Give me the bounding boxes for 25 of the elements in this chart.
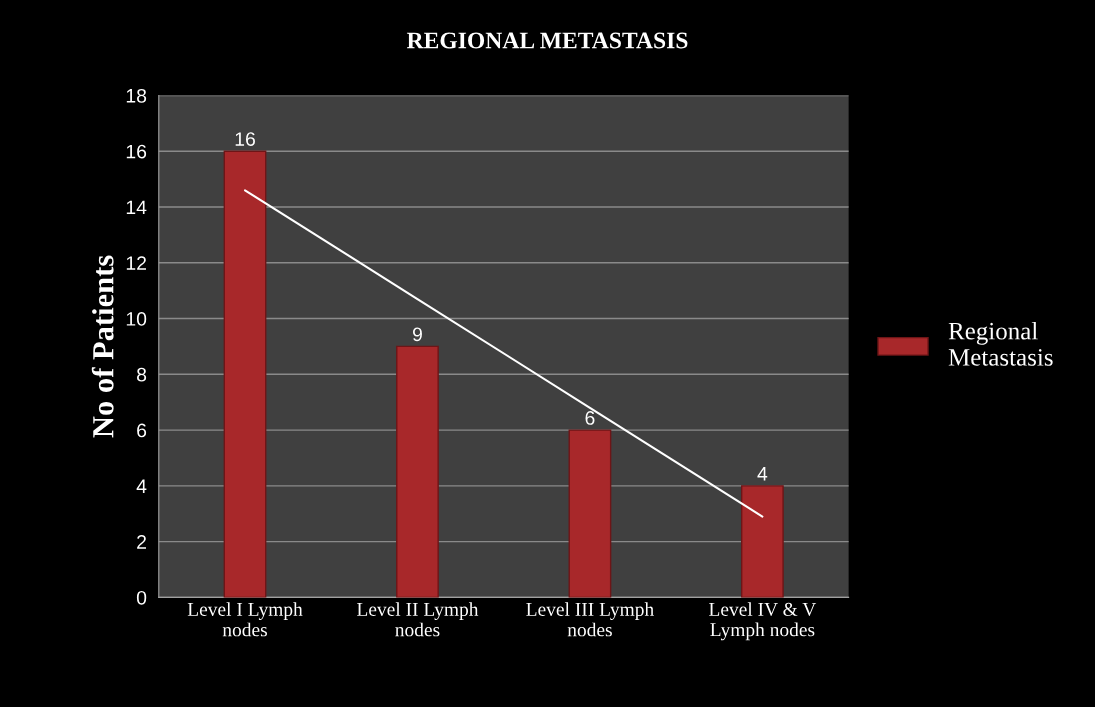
chart-title: REGIONAL METASTASIS	[406, 32, 688, 49]
y-tick-label: 12	[126, 256, 146, 270]
y-tick-label: 14	[126, 200, 147, 215]
y-tick-label: 4	[136, 479, 147, 493]
y-tick-label: 6	[137, 423, 147, 438]
x-tick-label: Level IV & V Lymph nodes	[709, 602, 817, 641]
data-label: 16	[235, 132, 255, 146]
y-tick-label: 2	[137, 535, 146, 549]
data-label: 6	[585, 411, 595, 425]
x-tick-label: Level I Lymph nodes	[187, 602, 303, 637]
y-tick-label: 0	[136, 590, 147, 605]
data-label: 4	[757, 467, 768, 481]
x-tick-label: Level II Lymph nodes	[357, 602, 479, 637]
x-tick-label: Level III Lymph nodes	[526, 602, 654, 637]
data-label: 9	[412, 327, 422, 342]
y-tick-label: 16	[126, 144, 147, 159]
legend-label: Regional Metastasis	[948, 321, 1053, 366]
y-tick-label: 8	[137, 367, 147, 382]
bar	[741, 485, 784, 598]
y-axis-title: No of Patients	[91, 255, 114, 438]
bar	[396, 345, 439, 598]
bar	[568, 429, 612, 598]
y-tick-label: 10	[126, 312, 147, 326]
y-tick-label: 18	[126, 88, 147, 103]
bar	[223, 150, 267, 598]
